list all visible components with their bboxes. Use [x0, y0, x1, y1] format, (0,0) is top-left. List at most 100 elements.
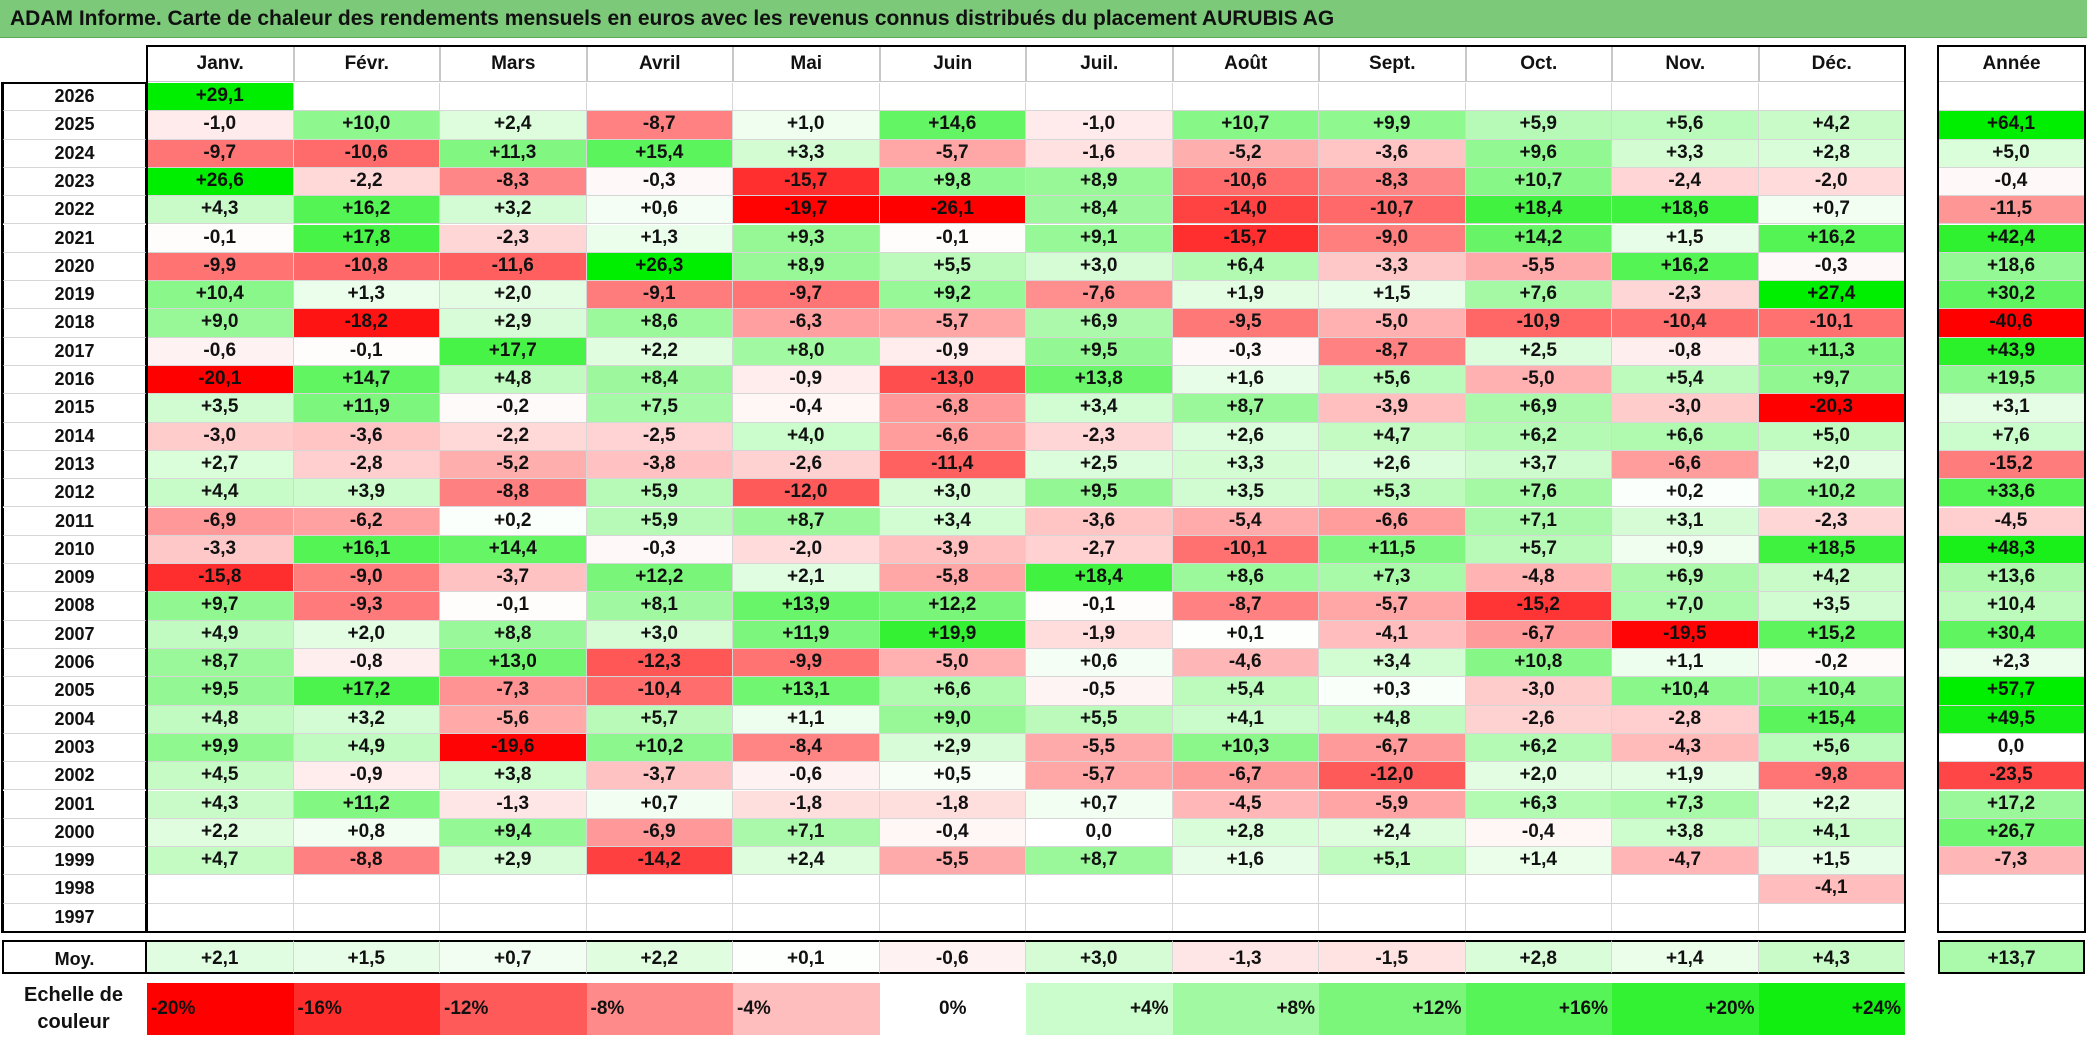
heatmap-cell	[1026, 83, 1173, 112]
annual-cell: +42,4	[1938, 224, 2085, 253]
heatmap-cell: -6,2	[293, 507, 440, 536]
heatmap-cell: -0,1	[440, 592, 587, 621]
heatmap-cell: -2,4	[1612, 167, 1759, 197]
heatmap-cell: -0,8	[1612, 337, 1759, 366]
heatmap-cell	[733, 903, 880, 932]
heatmap-cell: -2,8	[293, 450, 440, 480]
heatmap-cell: +5,5	[879, 252, 1026, 282]
heatmap-cell: +14,4	[440, 535, 587, 565]
heatmap-cell: -5,2	[440, 450, 587, 480]
heatmap-cell: +18,4	[1026, 564, 1173, 593]
heatmap-cell: -11,4	[879, 450, 1026, 480]
heatmap-cell: +3,2	[440, 196, 587, 225]
heatmap-cell: +8,9	[1026, 167, 1173, 197]
year-label: 2008	[2, 592, 147, 621]
heatmap-cell: +7,6	[1465, 281, 1612, 310]
annual-cell: +5,0	[1938, 139, 2085, 168]
annual-cell: +2,3	[1938, 649, 2085, 678]
heatmap-cell: -2,7	[1026, 535, 1173, 565]
year-label: 2022	[2, 196, 147, 225]
heatmap-cell: +10,2	[1758, 479, 1905, 508]
month-header: Nov.	[1612, 46, 1759, 82]
average-cell: +0,7	[440, 940, 587, 974]
month-header: Août	[1172, 46, 1319, 82]
heatmap-cell: -3,6	[293, 422, 440, 451]
year-label: 1998	[2, 875, 147, 904]
heatmap-cell: +9,5	[1026, 337, 1173, 366]
heatmap-cell: -19,5	[1612, 620, 1759, 649]
heatmap-cell: +5,7	[586, 705, 733, 734]
heatmap-cell	[879, 875, 1026, 904]
annual-cell: -15,2	[1938, 450, 2085, 480]
heatmap-cell: +1,9	[1172, 281, 1319, 310]
color-scale-step: -16%	[293, 983, 440, 1035]
heatmap-cell: +0,3	[1319, 677, 1466, 706]
year-label: 2015	[2, 394, 147, 423]
heatmap-cell: -3,3	[1319, 252, 1466, 282]
heatmap-cell: +10,0	[293, 111, 440, 140]
heatmap-cell: +18,6	[1612, 196, 1759, 225]
heatmap-cell: -5,0	[1319, 309, 1466, 338]
heatmap-cell: -5,5	[1465, 252, 1612, 282]
heatmap-cell: +5,4	[1612, 366, 1759, 395]
heatmap-cell: +9,8	[879, 167, 1026, 197]
heatmap-cell: +13,9	[733, 592, 880, 621]
heatmap-cell: +5,0	[1758, 422, 1905, 451]
heatmap-cell: -14,2	[586, 847, 733, 876]
heatmap-cell: -9,1	[586, 281, 733, 310]
heatmap-cell: -2,6	[1465, 705, 1612, 734]
year-label: 2001	[2, 790, 147, 819]
heatmap-cell: +26,3	[586, 252, 733, 282]
year-label: 2025	[2, 111, 147, 140]
heatmap-cell: +3,7	[1465, 450, 1612, 480]
heatmap-cell: -5,5	[879, 847, 1026, 876]
heatmap-cell: +8,7	[1026, 847, 1173, 876]
heatmap-cell: -7,6	[1026, 281, 1173, 310]
heatmap-cell	[440, 875, 587, 904]
heatmap-cell: +2,9	[440, 309, 587, 338]
heatmap-cell: -5,7	[1026, 762, 1173, 791]
heatmap-cell: -0,6	[733, 762, 880, 791]
heatmap-cell: -8,3	[1319, 167, 1466, 197]
annual-cell: -4,5	[1938, 507, 2085, 536]
heatmap-cell	[586, 83, 733, 112]
heatmap-cell: -3,3	[147, 535, 294, 565]
heatmap-cell: -1,8	[733, 790, 880, 819]
heatmap-cell: +9,6	[1465, 139, 1612, 168]
annual-cell: 0,0	[1938, 733, 2085, 763]
heatmap-cell	[1612, 83, 1759, 112]
heatmap-cell: +1,3	[586, 224, 733, 253]
heatmap-cell: +17,2	[293, 677, 440, 706]
heatmap-cell: -6,6	[879, 422, 1026, 451]
heatmap-cell: -0,2	[440, 394, 587, 423]
heatmap-cell: +7,1	[1465, 507, 1612, 536]
heatmap-cell	[1319, 903, 1466, 932]
heatmap-cell: +11,9	[733, 620, 880, 649]
annual-cell: +26,7	[1938, 818, 2085, 848]
year-label: 2010	[2, 535, 147, 565]
average-cell: -1,3	[1172, 940, 1319, 974]
heatmap-cell: +2,0	[1465, 762, 1612, 791]
heatmap-cell: +1,5	[1612, 224, 1759, 253]
heatmap-cell: -0,8	[293, 649, 440, 678]
heatmap-cell: +3,5	[1172, 479, 1319, 508]
heatmap-cell: +16,2	[293, 196, 440, 225]
heatmap-cell: -0,9	[879, 337, 1026, 366]
heatmap-cell: +4,8	[1319, 705, 1466, 734]
month-header: Mars	[440, 46, 587, 82]
heatmap-cell: +4,9	[293, 733, 440, 763]
heatmap-cell	[1612, 875, 1759, 904]
heatmap-cell: -5,2	[1172, 139, 1319, 168]
heatmap-cell: -9,0	[1319, 224, 1466, 253]
heatmap-cell: -1,0	[147, 111, 294, 140]
heatmap-cell: +4,2	[1758, 111, 1905, 140]
heatmap-cell: -12,3	[586, 649, 733, 678]
heatmap-cell: +9,0	[147, 309, 294, 338]
heatmap-cell: +5,5	[1026, 705, 1173, 734]
month-header: Sept.	[1319, 46, 1466, 82]
heatmap-cell: -0,3	[586, 535, 733, 565]
heatmap-cell: +14,2	[1465, 224, 1612, 253]
heatmap-cell: +8,7	[1172, 394, 1319, 423]
heatmap-cell: +16,2	[1612, 252, 1759, 282]
annual-cell	[1938, 903, 2085, 932]
